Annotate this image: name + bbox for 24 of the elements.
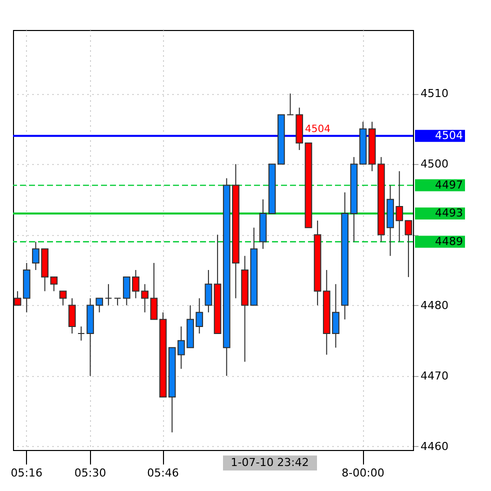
candlestick (404, 220, 412, 278)
candlestick (204, 270, 212, 313)
candlestick (104, 284, 112, 306)
x-tick-label: 8-00:00 (342, 466, 384, 480)
y-tick-label: 4460 (420, 440, 448, 453)
ref-line-label: 4493 (435, 206, 463, 220)
candlestick (68, 298, 76, 334)
x-tick-label: 05:30 (74, 466, 106, 480)
y-tick-label: 4510 (420, 87, 448, 100)
x-tick-label: 05:46 (147, 466, 179, 480)
ref-line-label: 4489 (435, 234, 463, 248)
ref-line-label: 4504 (435, 128, 463, 142)
y-tick-label: 4500 (420, 158, 448, 171)
annotation: 4504 (305, 124, 330, 135)
candlestick (114, 298, 122, 306)
candlestick (14, 290, 22, 306)
candlestick (59, 290, 67, 306)
candlestick (78, 326, 85, 342)
x-tick-label: 05:16 (10, 466, 42, 480)
ref-line-label: 4497 (435, 178, 463, 192)
y-tick-label: 4470 (420, 369, 448, 382)
y-tick-label: 4480 (420, 298, 448, 312)
text: 1-07-10 23:42 (230, 456, 309, 469)
candlestick (286, 93, 294, 116)
